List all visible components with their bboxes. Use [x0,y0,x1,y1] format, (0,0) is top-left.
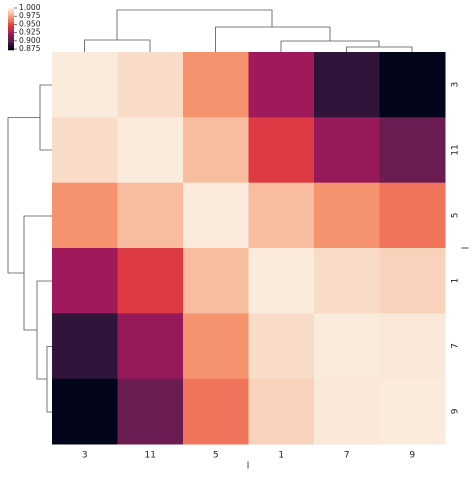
colorbar-segment [8,36,14,38]
heatmap-cell [117,248,184,314]
colorbar-tick-label: 0.925 [19,28,41,37]
colorbar-segment [8,23,14,26]
colorbar-segment [8,39,14,41]
heatmap-cell [183,182,249,249]
x-tick-label: 1 [278,451,284,461]
heatmap-cell [314,52,380,118]
colorbar-tick-label: 0.875 [19,44,41,53]
colorbar-segment [8,43,14,46]
colorbar-segment [8,20,14,22]
x-tick-label: 5 [213,451,219,461]
heatmap-cell [117,313,184,380]
heatmap-cell [52,313,118,380]
colorbar-segment [8,12,14,14]
heatmap-cell [379,313,446,380]
heatmap-cell [52,117,118,184]
heatmap-cell [314,182,380,249]
heatmap-cell [379,182,446,249]
colorbar-segment [8,15,14,17]
heatmap-cell [52,378,118,445]
colorbar-segment [8,22,14,25]
colorbar-segment [8,11,14,13]
heatmap-cell [379,378,446,445]
colorbar-segment [8,9,14,11]
colorbar-tick-label: 0.950 [19,19,41,28]
y-tick-label: 7 [451,343,461,349]
heatmap-cell [52,248,118,314]
colorbar-tick-label: 0.975 [19,11,41,20]
heatmap-cell [248,52,315,118]
heatmap-cell [314,117,380,184]
heatmap-cell [183,248,249,314]
colorbar-segment [8,18,14,20]
heatmap-cell [183,378,249,445]
colorbar-segment [8,35,14,37]
heatmap-cell [314,248,380,314]
heatmap-cell [117,117,184,184]
y-tick-label: 11 [451,144,461,155]
column-dendrogram [84,9,413,52]
x-tick-label: 7 [344,451,350,461]
colorbar-segment [8,26,14,29]
colorbar-segment [8,29,14,31]
colorbar-segment [8,46,14,49]
heatmap-cell [314,313,380,380]
heatmap-cell [183,52,249,118]
x-axis-label: l [247,462,250,472]
y-tick-label: 3 [451,82,461,88]
y-tick-label: 1 [451,278,461,284]
y-axis-label: l [462,247,472,250]
colorbar-tick-label: 0.900 [19,36,41,45]
heatmap-cell [117,182,184,249]
colorbar-segment [8,33,14,35]
heatmap-cell [248,313,315,380]
colorbar-segment [8,13,14,15]
colorbar-segment [8,38,14,40]
colorbar-segment [8,30,14,32]
colorbar-segment [8,14,14,16]
colorbar-segment [8,34,14,36]
colorbar-segment [8,32,14,34]
y-tick-label: 9 [451,408,461,414]
colorbar-segment [8,40,14,42]
heatmap-cell [248,182,315,249]
heatmap-cell [379,52,446,118]
colorbar-segment [8,37,14,39]
heatmap-cell [248,248,315,314]
colorbar-segment [8,47,14,50]
colorbar-segment [8,25,14,28]
colorbar-segment [8,16,14,18]
y-tick-label: 5 [451,212,461,218]
colorbar-segment [8,31,14,33]
colorbar-segment [8,27,14,30]
colorbar-segment [8,44,14,47]
colorbar-segment [8,10,14,12]
heatmap-cell [248,117,315,184]
heatmap-cell [52,182,118,249]
heatmap-cell [248,378,315,445]
heatmap-cell [314,378,380,445]
heatmap-cell [183,313,249,380]
heatmap-cell [379,117,446,184]
colorbar-segment [8,21,14,23]
colorbar-tick-label: 1.000 [19,3,41,12]
x-tick-label: 3 [82,451,88,461]
colorbar-segment [8,17,14,19]
x-tick-label: 11 [145,451,156,461]
colorbar-segment [8,41,14,43]
heatmap-cell [52,52,118,118]
colorbar-segment [8,24,14,27]
colorbar-segment [8,42,14,44]
x-tick-label: 9 [409,451,415,461]
colorbar-segment [8,48,14,51]
heatmap-cell [117,52,184,118]
heatmap-cell [117,378,184,445]
colorbar-segment [8,19,14,21]
heatmap-cell [183,117,249,184]
heatmap-cell [379,248,446,314]
colorbar-segment [8,8,14,10]
row-dendrogram [7,84,52,413]
colorbar-segment [8,45,14,48]
